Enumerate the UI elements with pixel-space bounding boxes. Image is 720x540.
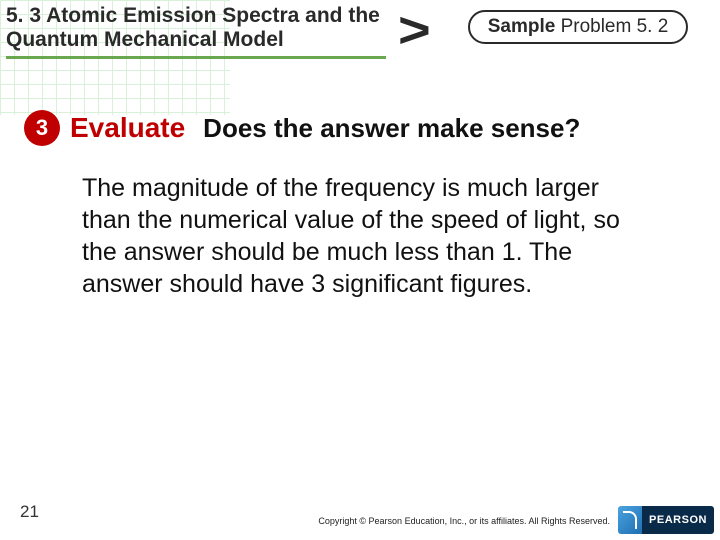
step-question: Does the answer make sense? xyxy=(203,113,580,144)
chevron-icon: > xyxy=(398,5,431,55)
step-row: 3 Evaluate Does the answer make sense? xyxy=(24,110,696,146)
slide: 5. 3 Atomic Emission Spectra and the Qua… xyxy=(0,0,720,540)
sample-bold: Sample xyxy=(488,16,556,37)
copyright-text: Copyright © Pearson Education, Inc., or … xyxy=(318,516,610,526)
body-text: The magnitude of the frequency is much l… xyxy=(82,172,642,300)
section-title: 5. 3 Atomic Emission Spectra and the Qua… xyxy=(6,4,416,52)
sample-rest: Problem 5. 2 xyxy=(555,16,668,37)
step-number-circle: 3 xyxy=(24,110,60,146)
header: 5. 3 Atomic Emission Spectra and the Qua… xyxy=(6,4,416,52)
page-number: 21 xyxy=(20,502,39,522)
pearson-logo-text: PEARSON xyxy=(642,506,714,534)
sample-problem-pill: Sample Problem 5. 2 xyxy=(468,10,688,44)
pearson-logo-mark-icon xyxy=(618,506,642,534)
step-label: Evaluate xyxy=(70,112,185,144)
pearson-logo: PEARSON xyxy=(618,506,714,534)
title-underline xyxy=(6,56,386,59)
